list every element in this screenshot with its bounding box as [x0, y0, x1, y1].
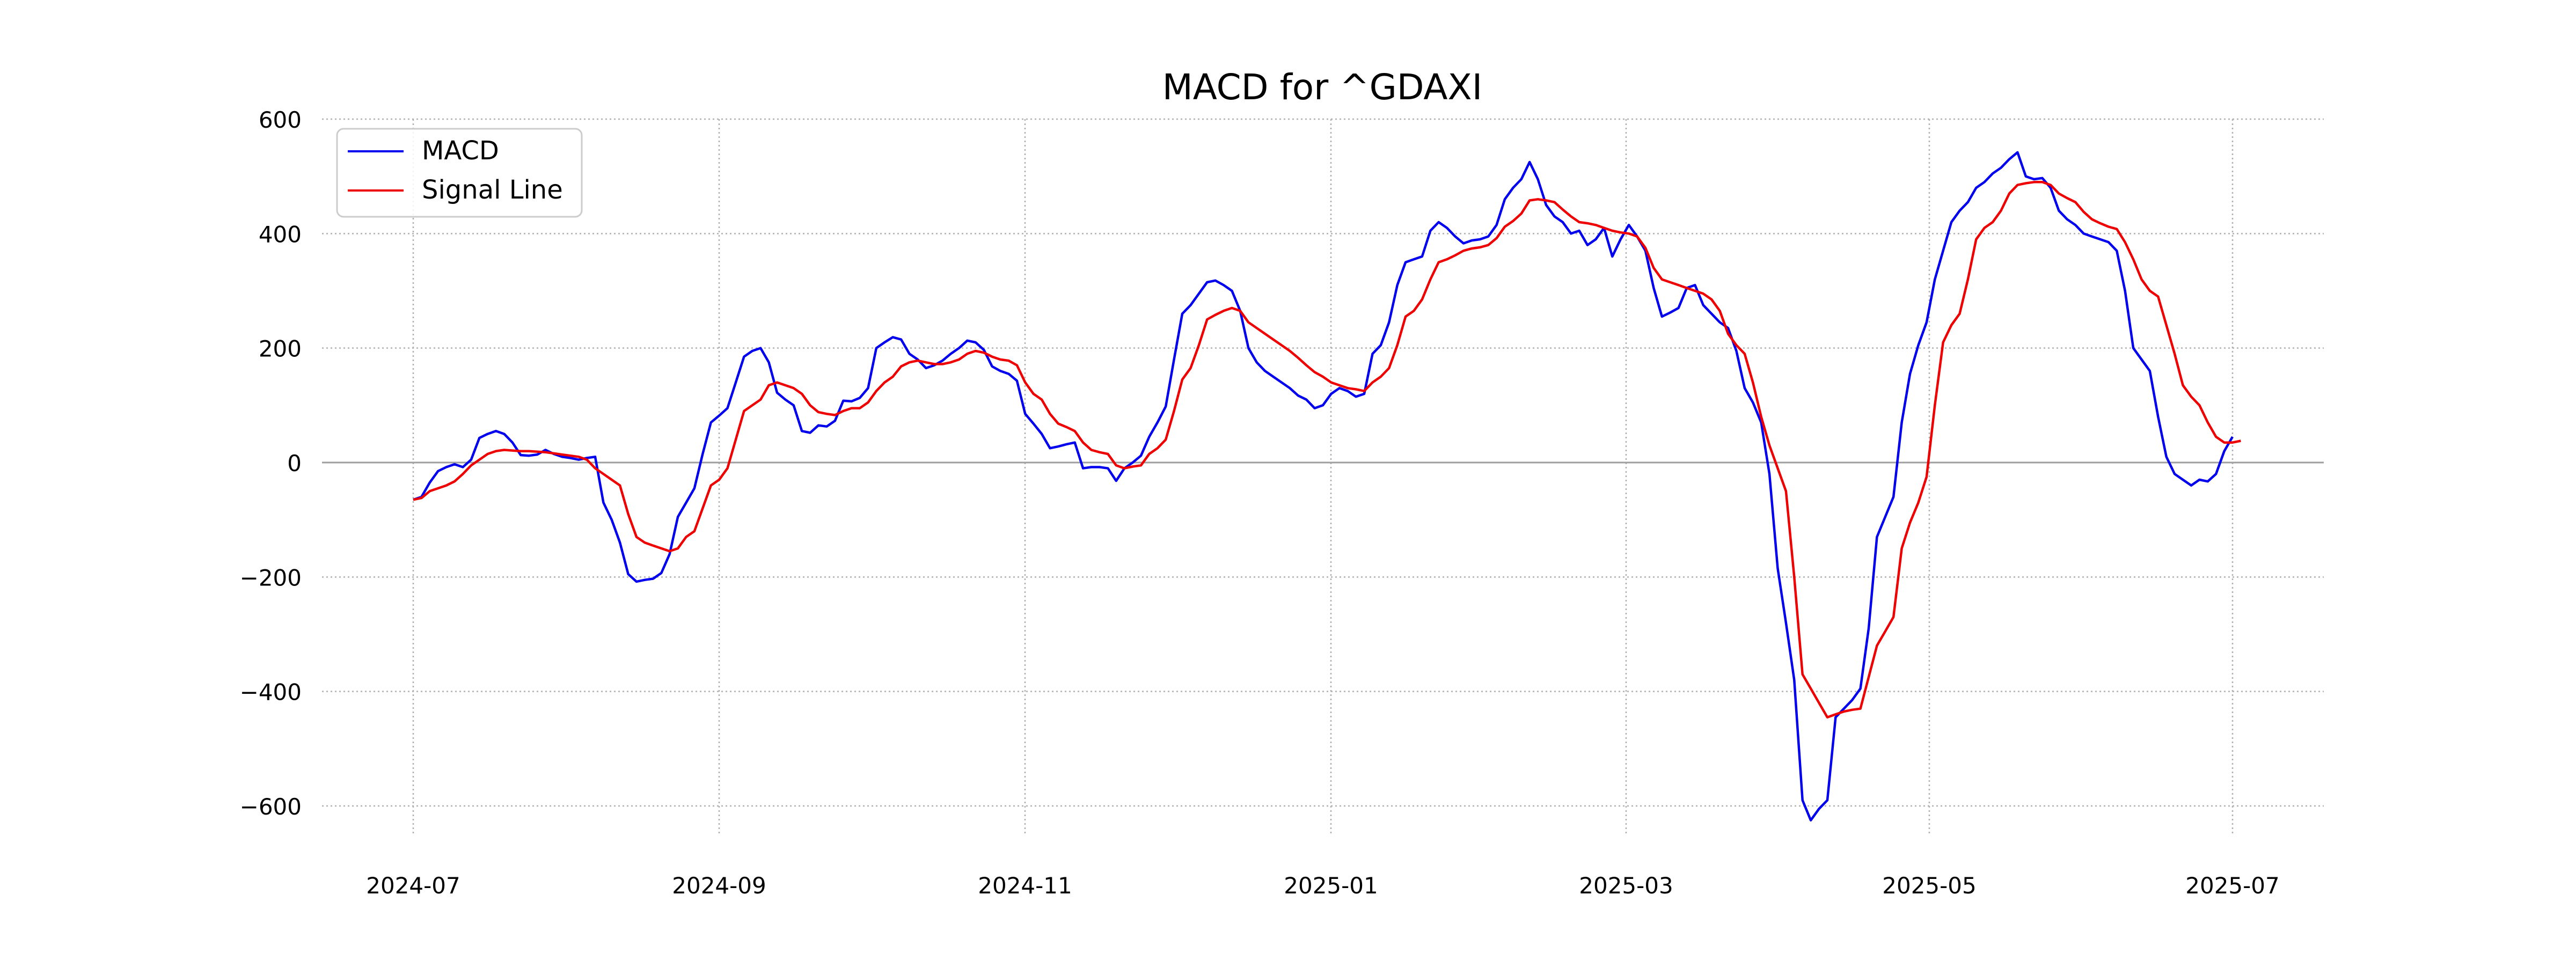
y-tick-label: 200: [259, 336, 302, 362]
y-tick-label: −200: [240, 564, 302, 591]
chart-title: MACD for ^GDAXI: [1162, 67, 1482, 108]
x-tick-label: 2024-09: [672, 872, 766, 899]
x-tick-labels: 2024-07 2024-09 2024-11 2025-01 2025-03 2025-…: [366, 872, 2280, 899]
series-line-signal-line: [413, 182, 2241, 717]
x-tick-label: 2025-07: [2185, 872, 2280, 899]
grid: [322, 119, 2324, 834]
x-tick-label: 2025-05: [1882, 872, 1977, 899]
legend: MACD Signal Line: [337, 129, 582, 217]
y-tick-label: 400: [259, 221, 302, 247]
series-line-macd: [413, 152, 2233, 820]
legend-label-macd: MACD: [422, 136, 499, 166]
y-tick-label: 0: [287, 450, 302, 476]
x-tick-label: 2025-01: [1284, 872, 1378, 899]
legend-label-signal: Signal Line: [422, 175, 563, 205]
y-tick-label: −600: [240, 794, 302, 820]
x-tick-label: 2024-07: [366, 872, 460, 899]
series-layer: [413, 152, 2241, 820]
series-points-macd: [413, 152, 2233, 820]
x-tick-label: 2024-11: [978, 872, 1072, 899]
series-points-signal-line: [413, 182, 2241, 717]
y-tick-labels: 600 400 200 0 −200 −400 −600: [240, 107, 302, 820]
y-tick-label: 600: [259, 107, 302, 133]
y-tick-label: −400: [240, 679, 302, 706]
x-tick-label: 2025-03: [1579, 872, 1673, 899]
